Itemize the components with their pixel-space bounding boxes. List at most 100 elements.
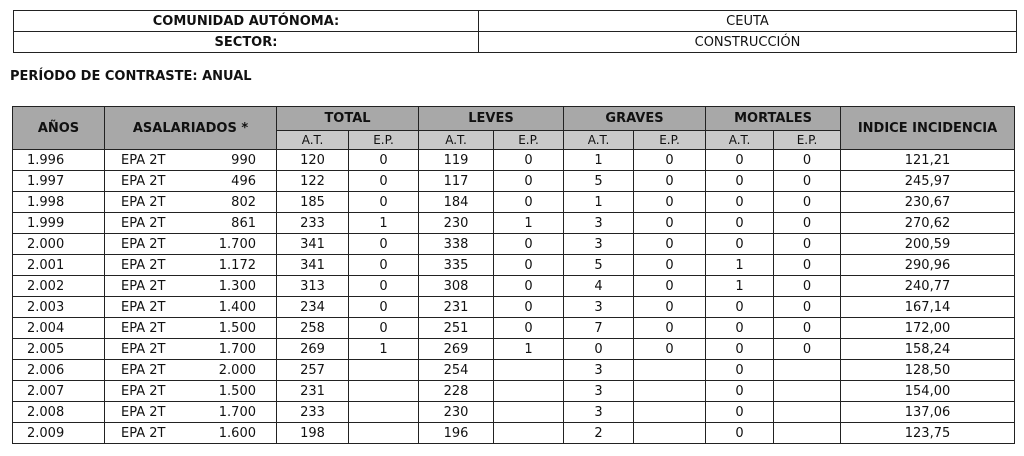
table-cell: 167,14 <box>840 296 1016 318</box>
table-cell: 0 <box>773 296 842 318</box>
table-cell: 0 <box>705 191 775 213</box>
data-row: 1.996 EPA 2T 990 120 0 119 0 1 0 0 0 121,21 <box>12 149 1016 171</box>
table-cell: 990 <box>195 149 277 171</box>
table-cell: 0 <box>705 317 775 339</box>
table-cell: 0 <box>632 191 707 213</box>
table-cell: 0 <box>348 296 419 318</box>
table-cell: 123,75 <box>840 422 1016 444</box>
subheader: A.T. <box>276 130 349 150</box>
table-cell: 2.001 <box>12 254 105 276</box>
table-cell: 257 <box>276 359 349 381</box>
data-row: 2.004 EPA 2T 1.500 258 0 251 0 7 0 0 0 172,00 <box>12 317 1016 339</box>
empty-cell <box>632 359 707 381</box>
table-cell: 4 <box>563 275 634 297</box>
empty-cell <box>493 401 564 423</box>
data-row: 2.006 EPA 2T 2.000 257 254 3 0 128,50 <box>12 359 1016 381</box>
table-cell: EPA 2T <box>104 275 196 297</box>
table-cell: EPA 2T <box>104 422 196 444</box>
table-cell: 1.600 <box>195 422 277 444</box>
table-cell: 2.000 <box>195 359 277 381</box>
table-cell: 1.700 <box>195 401 277 423</box>
table-cell: EPA 2T <box>104 338 196 360</box>
empty-cell <box>493 422 564 444</box>
empty-cell <box>632 422 707 444</box>
table-cell: 0 <box>348 170 419 192</box>
table-cell: 0 <box>348 149 419 171</box>
table-cell: 200,59 <box>840 233 1016 255</box>
table-cell: 313 <box>276 275 349 297</box>
table-cell: 0 <box>773 212 842 234</box>
header-table: COMUNIDAD AUTÓNOMA: CEUTA SECTOR: CONSTRUCC… <box>13 10 1017 53</box>
subheader-row: A.T. E.P. A.T. E.P. A.T. E.P. A.T. E.P. <box>13 130 1015 150</box>
table-cell: EPA 2T <box>104 233 196 255</box>
table-cell: 1.172 <box>195 254 277 276</box>
table-cell: 3 <box>563 296 634 318</box>
table-cell: 0 <box>493 296 564 318</box>
header-body: COMUNIDAD AUTÓNOMA: CEUTA SECTOR: CONSTRUCC… <box>13 10 1017 53</box>
table-cell: 0 <box>705 296 775 318</box>
data-row: 1.999 EPA 2T 861 233 1 230 1 3 0 0 0 270,62 <box>12 212 1016 234</box>
table-cell: 0 <box>493 317 564 339</box>
table-cell: EPA 2T <box>104 401 196 423</box>
table-cell: 1.996 <box>12 149 105 171</box>
header-row: COMUNIDAD AUTÓNOMA: CEUTA <box>13 10 1017 32</box>
empty-cell <box>348 422 419 444</box>
table-cell: 2.009 <box>12 422 105 444</box>
table-cell: 254 <box>418 359 494 381</box>
table-cell: 1.997 <box>12 170 105 192</box>
table-cell: 245,97 <box>840 170 1016 192</box>
data-row: 2.002 EPA 2T 1.300 313 0 308 0 4 0 1 0 240,77 <box>12 275 1016 297</box>
table-cell: 230 <box>418 401 494 423</box>
data-row: 2.003 EPA 2T 1.400 234 0 231 0 3 0 0 0 167,14 <box>12 296 1016 318</box>
table-cell: 308 <box>418 275 494 297</box>
table-cell: EPA 2T <box>104 170 196 192</box>
table-body: 1.996 EPA 2T 990 120 0 119 0 1 0 0 0 121,21 1.997 EPA… <box>12 149 1016 444</box>
subheader: E.P. <box>773 130 842 150</box>
data-row: 2.005 EPA 2T 1.700 269 1 269 1 0 0 0 0 158,24 <box>12 338 1016 360</box>
table-cell: 2.007 <box>12 380 105 402</box>
empty-cell <box>493 380 564 402</box>
table-cell: 0 <box>348 254 419 276</box>
employees-header: ASALARIADOS * <box>104 106 277 150</box>
table-cell: 1 <box>348 212 419 234</box>
table-cell: EPA 2T <box>104 359 196 381</box>
table-cell: 121,21 <box>840 149 1016 171</box>
data-row: 2.000 EPA 2T 1.700 341 0 338 0 3 0 0 0 200,59 <box>12 233 1016 255</box>
table-cell: 0 <box>632 275 707 297</box>
table-cell: 861 <box>195 212 277 234</box>
table-cell: 0 <box>493 233 564 255</box>
table-cell: 251 <box>418 317 494 339</box>
table-cell: 0 <box>705 359 775 381</box>
table-cell: 0 <box>773 254 842 276</box>
table-cell: 1 <box>705 275 775 297</box>
years-header: AÑOS <box>12 106 105 150</box>
table-cell: 0 <box>773 317 842 339</box>
table-cell: 3 <box>563 233 634 255</box>
table-cell: 1 <box>493 212 564 234</box>
table-cell: 233 <box>276 212 349 234</box>
table-cell: 137,06 <box>840 401 1016 423</box>
table-cell: 0 <box>705 170 775 192</box>
table-cell: 0 <box>705 212 775 234</box>
table-cell: 1 <box>563 191 634 213</box>
empty-cell <box>632 401 707 423</box>
table-cell: 234 <box>276 296 349 318</box>
table-cell: 0 <box>773 338 842 360</box>
table-cell: 2.008 <box>12 401 105 423</box>
table-cell: 335 <box>418 254 494 276</box>
table-cell: EPA 2T <box>104 380 196 402</box>
table-cell: 341 <box>276 233 349 255</box>
table-cell: 7 <box>563 317 634 339</box>
table-cell: 1 <box>493 338 564 360</box>
table-cell: 0 <box>705 338 775 360</box>
table-cell: 184 <box>418 191 494 213</box>
table-cell: 0 <box>632 254 707 276</box>
table-cell: 1.500 <box>195 317 277 339</box>
table-cell: 1.999 <box>12 212 105 234</box>
empty-cell <box>773 422 842 444</box>
empty-cell <box>348 380 419 402</box>
table-cell: 0 <box>705 149 775 171</box>
table-cell: 290,96 <box>840 254 1016 276</box>
table-cell: 0 <box>632 296 707 318</box>
